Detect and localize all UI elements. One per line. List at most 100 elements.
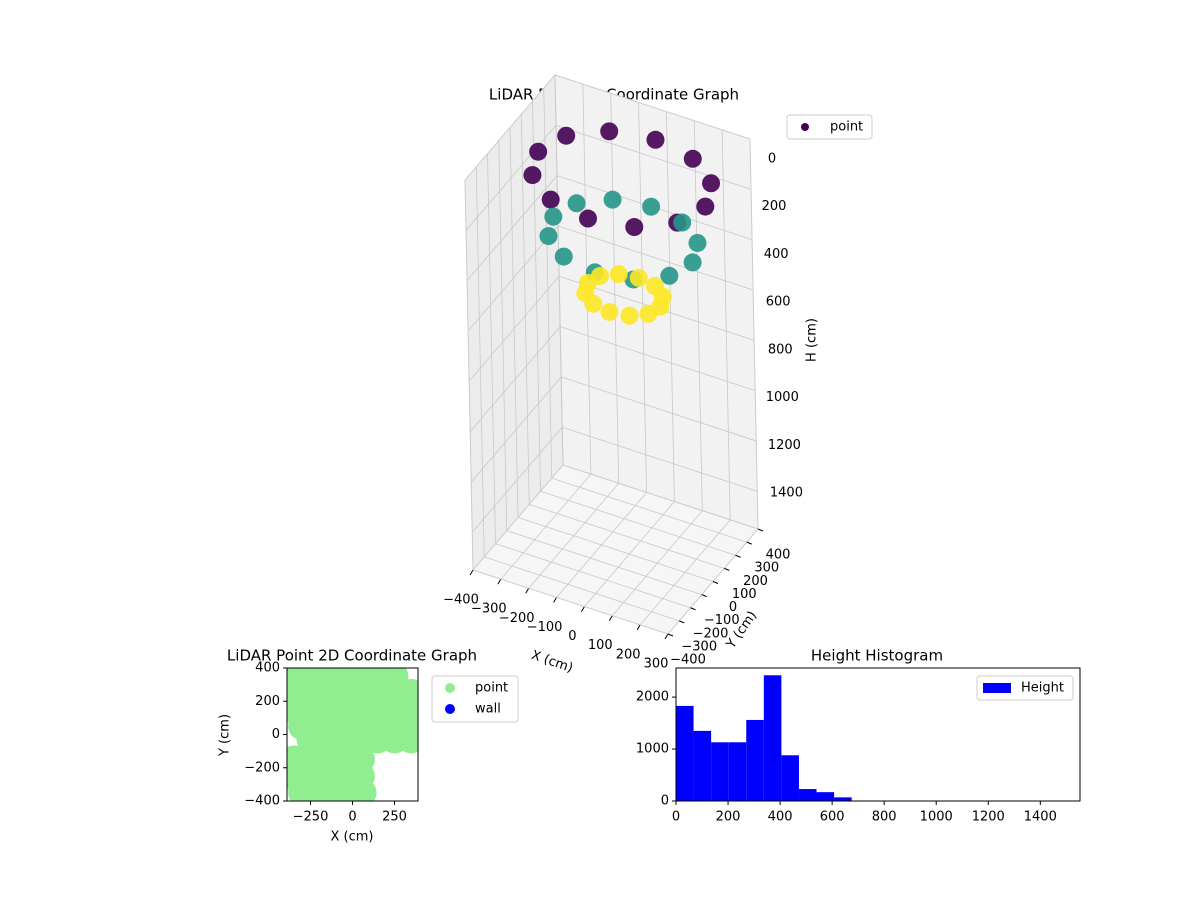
point xyxy=(683,149,702,168)
point xyxy=(603,190,622,209)
legend-label: point xyxy=(475,681,508,696)
x-tick-label: −400 xyxy=(443,593,479,608)
chart-title: Height Histogram xyxy=(811,647,943,665)
point xyxy=(625,218,644,237)
grid-line xyxy=(487,153,496,544)
grid-line xyxy=(638,102,647,493)
tick-mark xyxy=(712,581,719,584)
point xyxy=(578,209,597,228)
bar xyxy=(711,742,729,801)
point xyxy=(688,233,707,252)
grid-line xyxy=(469,326,561,432)
tick-mark xyxy=(735,554,741,558)
point xyxy=(544,207,563,226)
legend-marker xyxy=(445,683,455,693)
grid-line xyxy=(554,74,564,466)
bar xyxy=(816,792,835,801)
grid-line xyxy=(562,464,759,530)
bar xyxy=(781,755,799,801)
z-tick-label: 200 xyxy=(762,199,787,214)
legend-box xyxy=(431,675,519,723)
point xyxy=(660,266,679,285)
x-tick-label: −100 xyxy=(527,620,563,635)
tick-mark xyxy=(608,615,613,621)
legend-label: Height xyxy=(1021,681,1064,696)
legend-swatch xyxy=(983,683,1011,693)
x-tick-label: 1000 xyxy=(920,810,953,825)
tick-mark xyxy=(664,633,669,640)
legend-box xyxy=(976,675,1074,701)
grid-line xyxy=(484,556,680,622)
x-tick-label: 200 xyxy=(616,647,641,662)
y-tick-label: 1000 xyxy=(636,742,669,757)
z-tick-label: 1200 xyxy=(768,438,801,453)
grid-line xyxy=(470,376,562,483)
point xyxy=(523,166,542,185)
legend-box xyxy=(786,114,873,140)
x-tick-label: 400 xyxy=(768,810,793,825)
x-tick-label: 0 xyxy=(348,810,356,825)
y-tick-label: −400 xyxy=(670,653,706,668)
y-tick-label: 200 xyxy=(743,574,768,589)
y-tick-label: −100 xyxy=(704,613,740,628)
bar xyxy=(798,789,817,801)
grid-line xyxy=(466,175,558,281)
point xyxy=(539,227,558,246)
x-axis-label: X (cm) xyxy=(529,648,575,676)
x-tick-label: 1200 xyxy=(972,810,1005,825)
grid-line xyxy=(560,326,756,391)
bar xyxy=(728,742,747,801)
bar xyxy=(763,675,782,801)
legend-label: point xyxy=(830,120,863,135)
tick-mark xyxy=(746,541,752,545)
y-tick-label: 400 xyxy=(255,661,280,676)
z-tick-label: 800 xyxy=(768,342,793,357)
z-tick-label: 0 xyxy=(768,152,776,167)
point xyxy=(348,778,377,801)
tick-mark xyxy=(690,607,696,611)
y-tick-label: 400 xyxy=(766,548,791,563)
bar xyxy=(693,730,712,801)
y-tick-label: −300 xyxy=(681,639,717,654)
point xyxy=(642,197,661,216)
grid-line xyxy=(468,276,560,382)
grid-line xyxy=(509,127,519,518)
grid-line xyxy=(520,114,530,505)
bar xyxy=(834,797,852,801)
y-tick-label: 300 xyxy=(754,561,779,576)
grid-line xyxy=(467,225,559,332)
grid-line xyxy=(529,503,725,569)
tick-mark xyxy=(679,620,685,624)
point xyxy=(702,174,721,193)
grid-line xyxy=(610,93,620,484)
y-tick-label: −200 xyxy=(244,760,280,775)
grid-line xyxy=(551,477,747,543)
grid-line xyxy=(464,179,474,571)
point xyxy=(600,122,619,141)
grid-line xyxy=(471,426,563,533)
plot-area xyxy=(287,668,418,801)
point xyxy=(584,294,603,313)
x-tick-label: 600 xyxy=(820,810,845,825)
z-tick-label: 600 xyxy=(766,295,791,310)
z-axis-label: H (cm) xyxy=(805,318,820,362)
y-tick-label: −400 xyxy=(244,794,280,809)
point xyxy=(567,194,586,213)
x-tick-label: 250 xyxy=(382,810,407,825)
x-tick-label: −250 xyxy=(293,810,329,825)
y-axis-label: Y (cm) xyxy=(218,714,233,757)
point xyxy=(557,126,576,145)
tick-mark xyxy=(636,624,641,631)
z-tick-label: 1400 xyxy=(770,486,803,501)
tick-mark xyxy=(497,578,502,585)
y-tick-label: 0 xyxy=(661,794,669,809)
point xyxy=(609,265,628,284)
grid-line xyxy=(749,138,759,530)
point xyxy=(683,253,702,272)
grid-line xyxy=(721,129,731,520)
grid-line xyxy=(506,530,702,596)
point xyxy=(696,197,715,216)
grid-line xyxy=(666,111,675,502)
x-tick-label: −300 xyxy=(471,602,507,617)
